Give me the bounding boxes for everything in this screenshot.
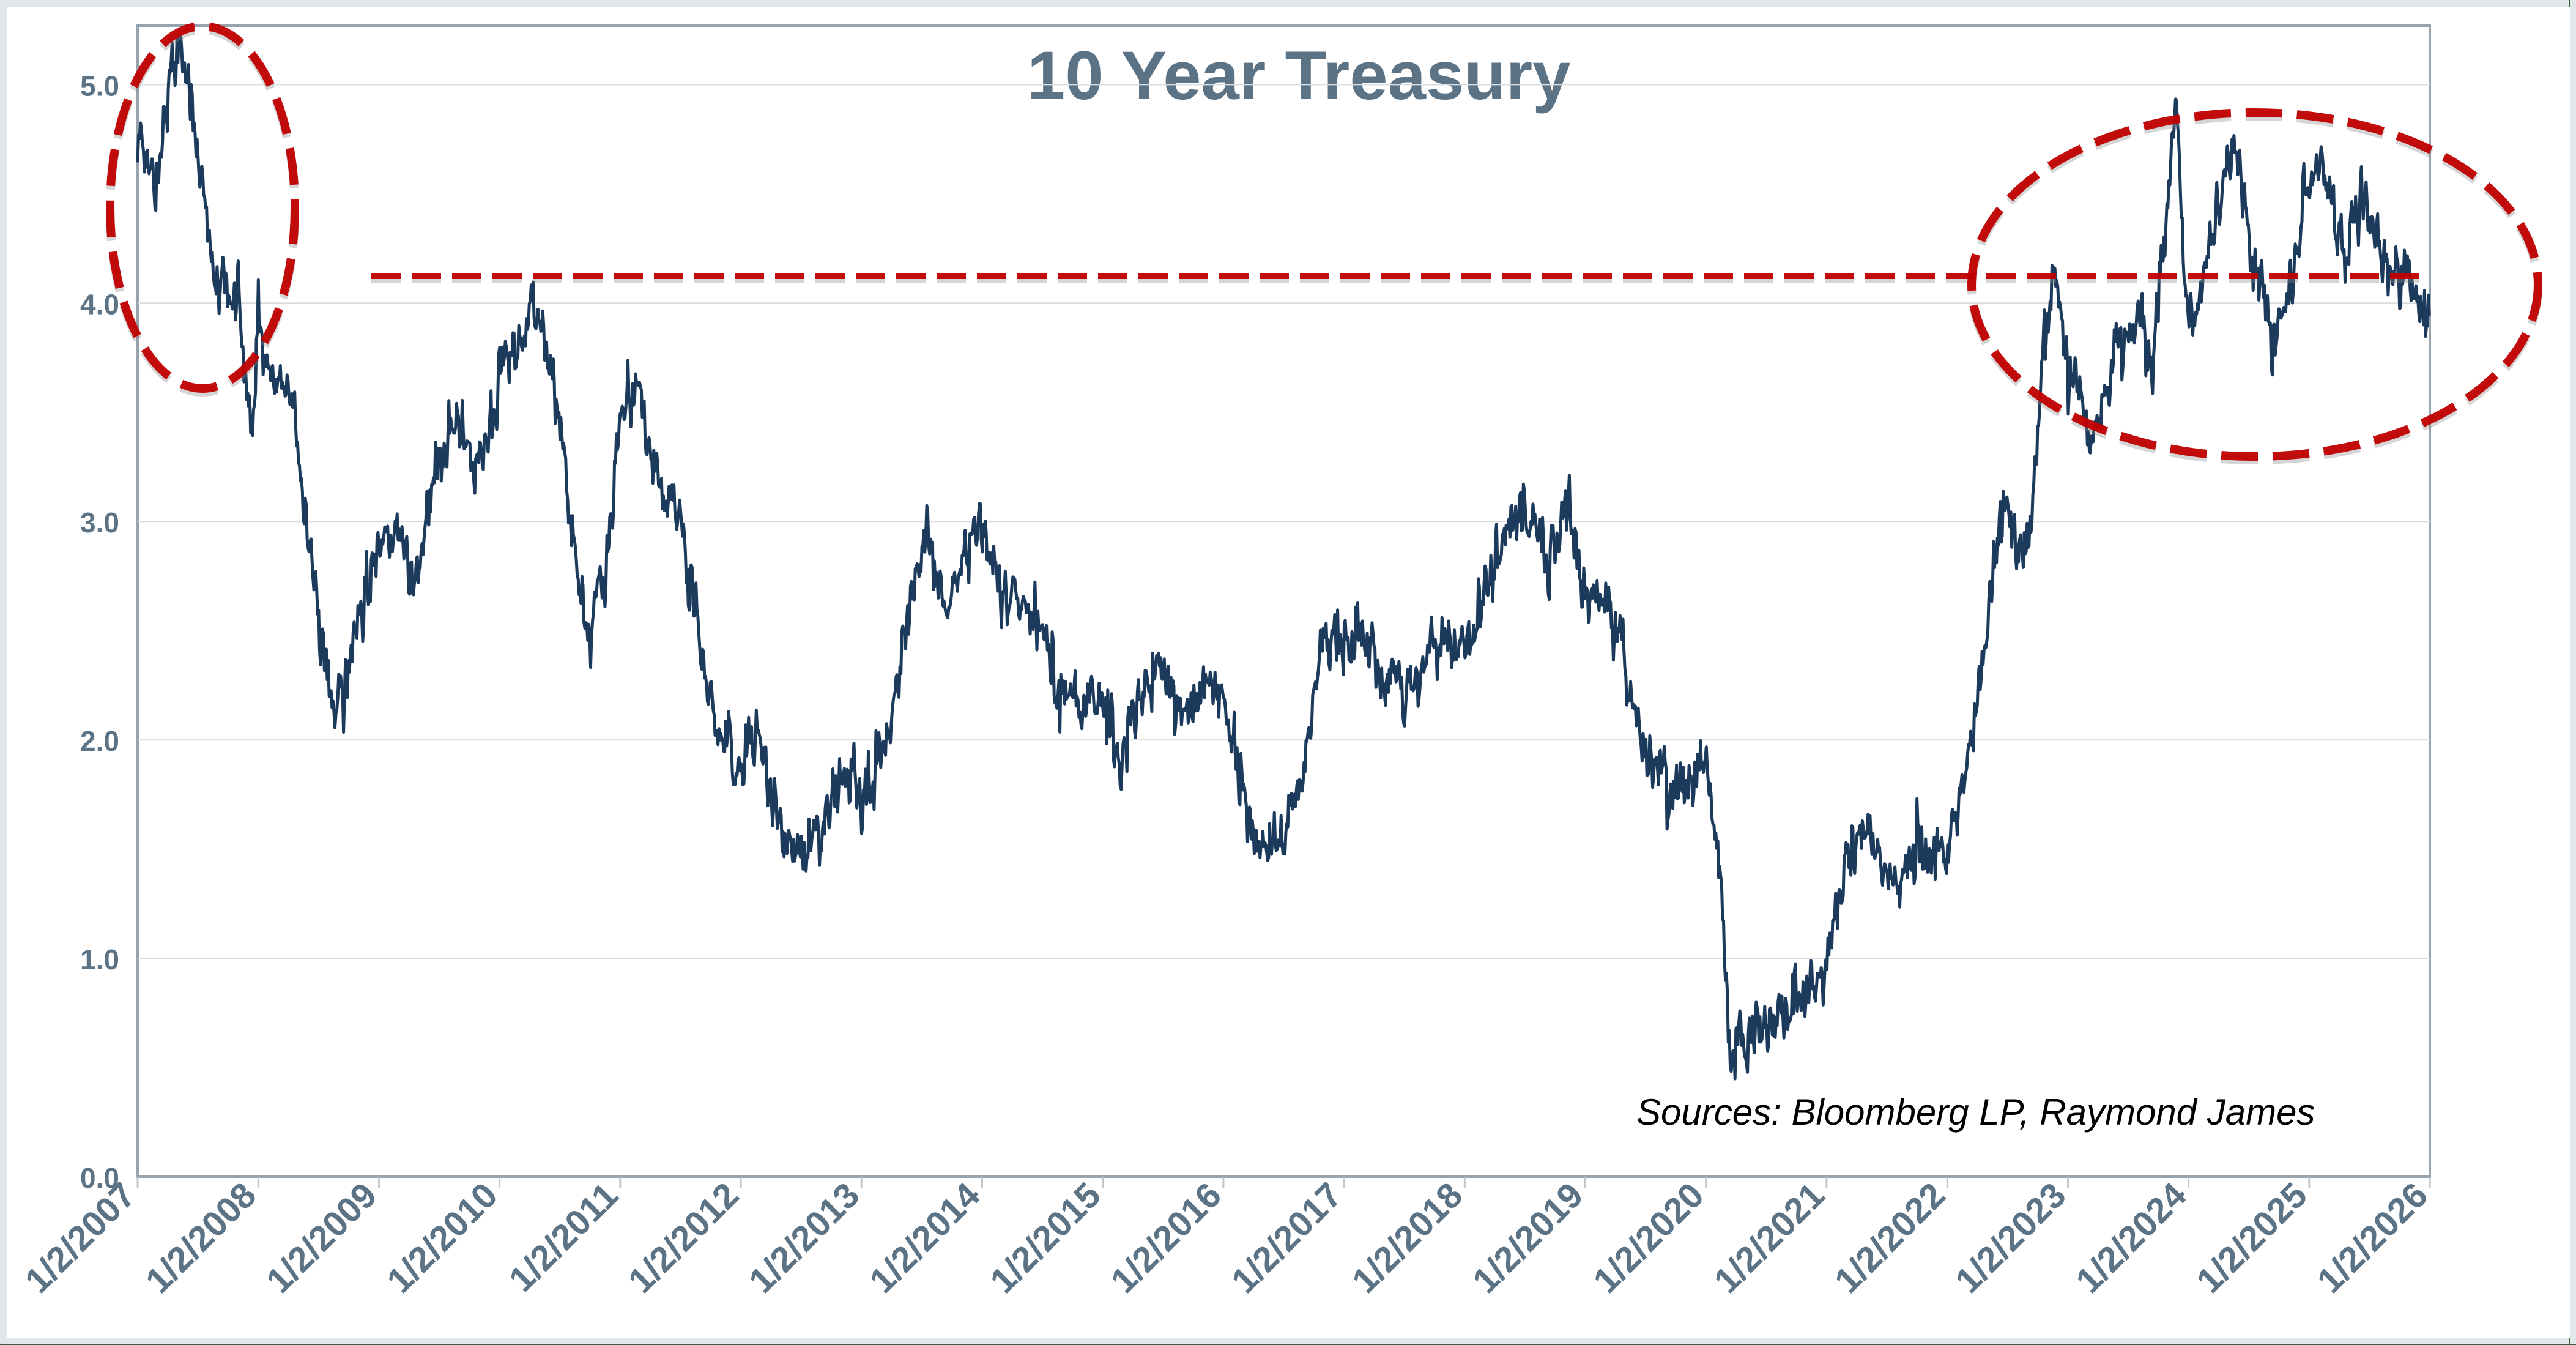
svg-text:1/2/2011: 1/2/2011 [502, 1175, 626, 1299]
svg-text:Sources: Bloomberg LP, Raymond: Sources: Bloomberg LP, Raymond James [1636, 1092, 2315, 1133]
svg-text:1/2/2014: 1/2/2014 [862, 1175, 988, 1301]
svg-text:1/2/2023: 1/2/2023 [1948, 1175, 2074, 1301]
svg-text:3.0: 3.0 [80, 507, 119, 538]
svg-text:1/2/2019: 1/2/2019 [1465, 1175, 1591, 1301]
svg-text:2.0: 2.0 [80, 725, 119, 757]
svg-text:1/2/2024: 1/2/2024 [2068, 1175, 2194, 1301]
svg-text:5.0: 5.0 [80, 70, 119, 102]
svg-text:1/2/2020: 1/2/2020 [1586, 1175, 1712, 1301]
svg-text:1/2/2017: 1/2/2017 [1224, 1175, 1350, 1301]
svg-text:4.0: 4.0 [80, 288, 119, 320]
svg-text:1/2/2021: 1/2/2021 [1706, 1175, 1832, 1301]
svg-text:1/2/2008: 1/2/2008 [138, 1175, 264, 1301]
svg-text:1/2/2026: 1/2/2026 [2310, 1175, 2436, 1301]
svg-text:1/2/2018: 1/2/2018 [1345, 1175, 1471, 1301]
svg-text:10 Year Treasury: 10 Year Treasury [1027, 37, 1570, 114]
svg-text:1/2/2012: 1/2/2012 [621, 1175, 747, 1301]
svg-text:1.0: 1.0 [80, 944, 119, 975]
svg-text:1/2/2015: 1/2/2015 [982, 1175, 1108, 1301]
svg-text:1/2/2013: 1/2/2013 [741, 1175, 867, 1301]
svg-text:1/2/2007: 1/2/2007 [18, 1175, 144, 1301]
svg-text:1/2/2009: 1/2/2009 [259, 1175, 385, 1301]
svg-text:1/2/2022: 1/2/2022 [1827, 1175, 1953, 1301]
svg-text:1/2/2010: 1/2/2010 [379, 1175, 505, 1301]
svg-text:1/2/2016: 1/2/2016 [1103, 1175, 1229, 1301]
svg-text:1/2/2025: 1/2/2025 [2189, 1175, 2315, 1301]
